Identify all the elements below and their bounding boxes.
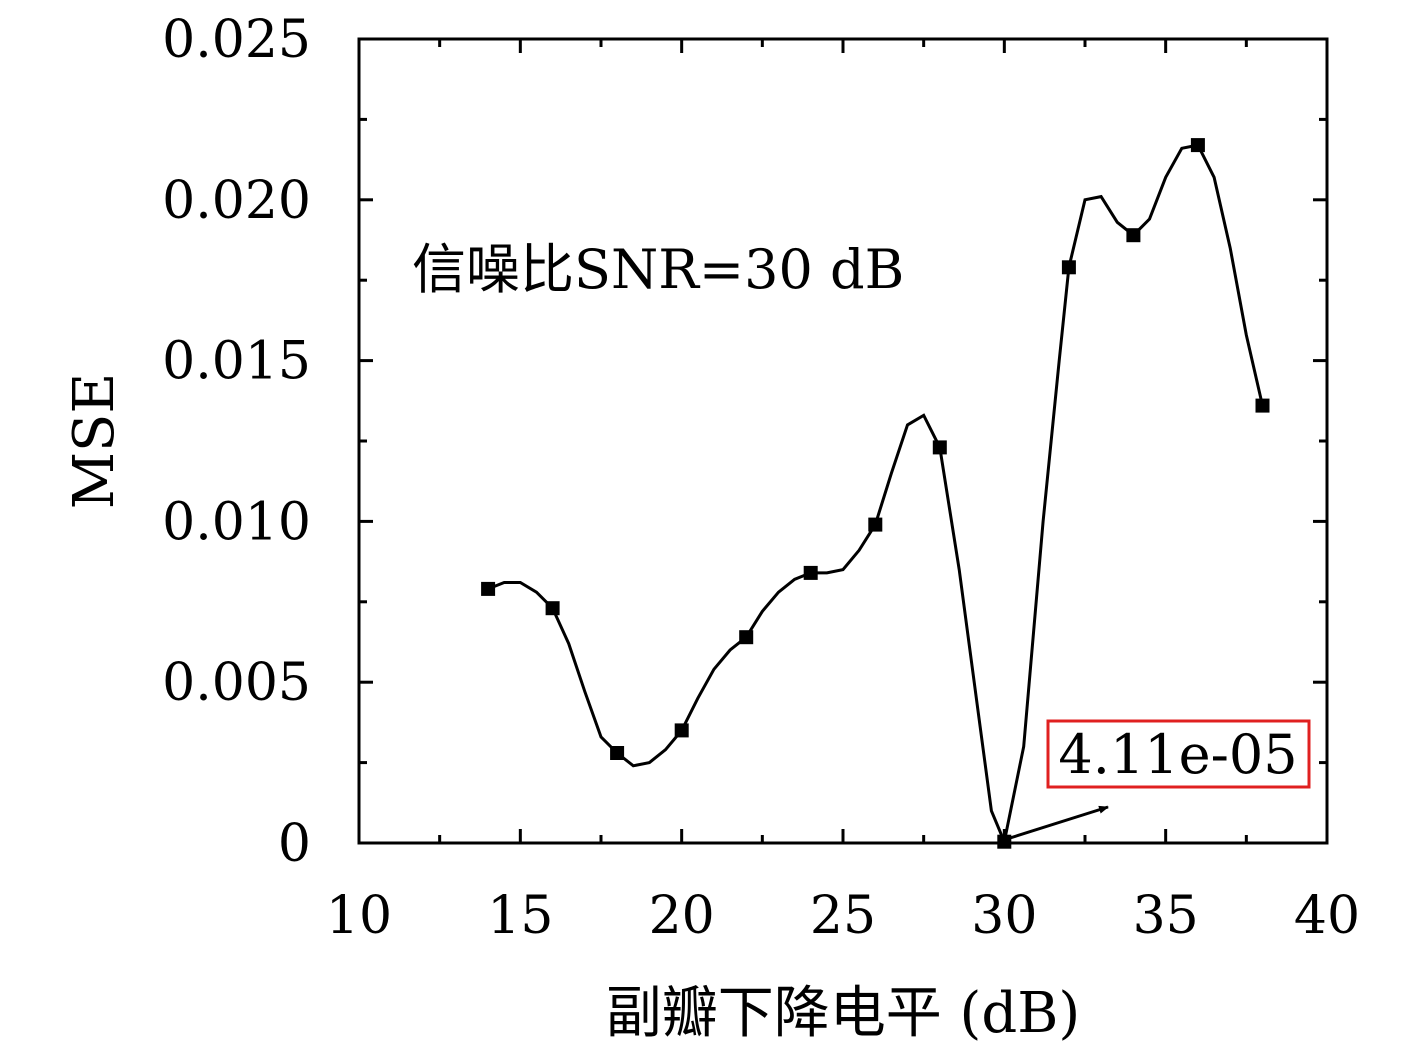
x-tick-label: 15	[487, 886, 553, 946]
x-tick-label: 10	[326, 886, 392, 946]
min-value-callout: 4.11e-05	[1009, 719, 1311, 840]
data-point-marker	[610, 746, 625, 760]
x-tick-label: 35	[1133, 886, 1199, 946]
y-tick-label: 0.015	[162, 332, 311, 392]
y-axis-label: MSE	[62, 373, 127, 510]
min-value-label: 4.11e-05	[1058, 723, 1297, 786]
data-point-marker	[1190, 138, 1205, 153]
data-point-marker	[932, 440, 947, 455]
min-value-arrow	[1009, 805, 1109, 840]
x-tick-label: 20	[649, 886, 715, 946]
y-tick-label: 0	[278, 814, 311, 874]
data-point-marker	[868, 517, 883, 532]
tick-labels: 10 15 20 25 30 35 40 0 0.005 0.010 0.015 0.020 0.025	[162, 10, 1360, 946]
data-point-marker	[674, 723, 689, 738]
data-point-marker	[803, 565, 818, 580]
x-tick-label: 25	[810, 886, 876, 946]
data-point-marker	[481, 581, 496, 596]
x-tick-label: 30	[971, 886, 1037, 946]
data-point-marker	[545, 601, 560, 616]
y-tick-label: 0.025	[162, 10, 311, 70]
y-tick-label: 0.020	[162, 171, 311, 231]
min-value-box	[1046, 719, 1311, 789]
data-point-marker	[1126, 228, 1141, 243]
x-tick-label: 40	[1294, 886, 1360, 946]
data-point-marker	[739, 630, 754, 645]
x-axis-label: 副瓣下降电平 (dB)	[606, 981, 1081, 1046]
y-tick-label: 0.005	[162, 653, 311, 713]
snr-annotation: 信噪比SNR=30 dB	[412, 238, 904, 301]
data-point-marker	[1061, 260, 1076, 275]
y-tick-label: 0.010	[162, 492, 311, 552]
data-point-marker	[1255, 398, 1270, 413]
plot-area	[357, 37, 1329, 849]
plot-frame	[357, 37, 1329, 845]
data-markers	[481, 138, 1270, 849]
